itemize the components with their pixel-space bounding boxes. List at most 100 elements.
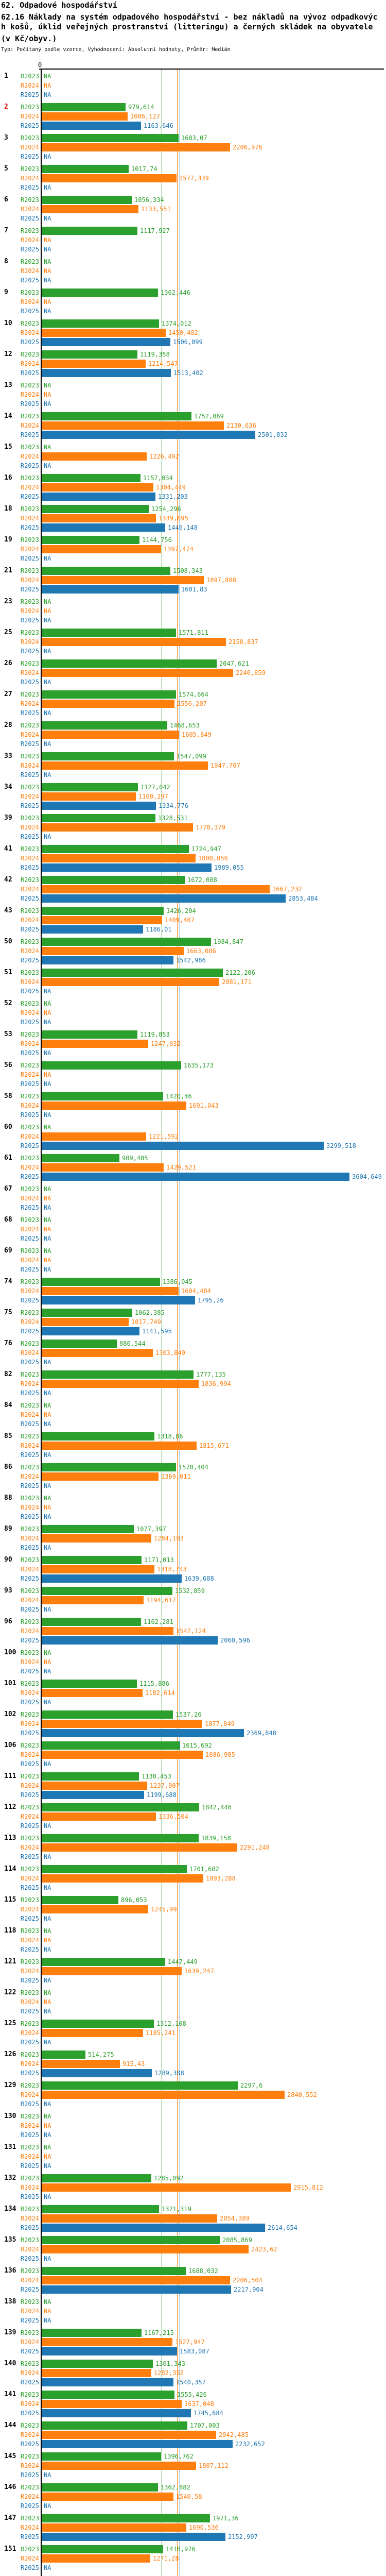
value-label-r2025: NA [44, 2502, 51, 2510]
value-label-r2023: NA [44, 2144, 51, 2151]
value-label-r2025: NA [44, 2162, 51, 2170]
value-label-r2024: 2240,859 [236, 669, 266, 676]
value-label-r2025: NA [44, 1544, 51, 1551]
value-label-r2023: 1056,334 [134, 196, 164, 204]
series-label-r2023: R2023 [20, 1247, 39, 1255]
series-label-r2023: R2023 [20, 598, 39, 605]
value-bar-r2024 [42, 731, 179, 739]
value-bar-r2023 [42, 412, 191, 420]
value-label-r2025: NA [44, 2255, 51, 2262]
value-label-r2024: 1271,28 [153, 2555, 179, 2562]
value-label-r2024: 1639,247 [184, 1968, 214, 1975]
value-label-r2023: 1115,886 [139, 1680, 169, 1687]
series-label-r2025: R2025 [20, 2564, 39, 2571]
series-label-r2023: R2023 [20, 474, 39, 482]
series-label-r2024: R2024 [20, 1473, 39, 1480]
value-bar-r2024 [42, 1163, 164, 1172]
value-bar-r2023 [42, 1958, 165, 1966]
series-label-r2025: R2025 [20, 2224, 39, 2231]
value-label-r2025: NA [44, 1049, 51, 1057]
value-label-r2023: 1386,045 [163, 1278, 192, 1285]
series-label-r2025: R2025 [20, 1822, 39, 1829]
series-label-r2023: R2023 [20, 1866, 39, 1873]
value-bar-r2023 [42, 165, 129, 173]
value-bar-r2023 [42, 2421, 187, 2430]
value-label-r2025: NA [44, 1822, 51, 1829]
value-label-r2024: 1540,58 [176, 2493, 202, 2500]
value-label-r2024: 1947,707 [210, 762, 240, 769]
series-label-r2023: R2023 [20, 1000, 39, 1007]
value-label-r2025: NA [44, 2193, 51, 2200]
series-label-r2025: R2025 [20, 2131, 39, 2139]
value-label-r2024: 1303,849 [155, 1349, 185, 1357]
value-label-r2025: NA [44, 2039, 51, 2046]
group-id-label-41: 41 [4, 845, 12, 853]
series-label-r2023: R2023 [20, 1896, 39, 1904]
value-label-r2025: 1542,986 [176, 957, 206, 964]
value-label-r2025: NA [44, 988, 51, 995]
value-bar-r2024 [42, 1720, 202, 1728]
series-label-r2025: R2025 [20, 246, 39, 253]
group-id-label-9: 9 [4, 289, 8, 296]
value-label-r2024: 1527,947 [175, 2338, 205, 2346]
value-bar-r2024 [42, 1318, 129, 1326]
value-label-r2023: NA [44, 1989, 51, 1996]
value-label-r2023: 1571,811 [179, 629, 208, 636]
series-label-r2025: R2025 [20, 1637, 39, 1644]
series-label-r2024: R2024 [20, 1937, 39, 1944]
series-label-r2023: R2023 [20, 2329, 39, 2336]
x-axis-line [39, 69, 384, 70]
series-label-r2023: R2023 [20, 134, 39, 142]
group-id-label-147: 147 [4, 2514, 16, 2522]
series-label-r2025: R2025 [20, 926, 39, 933]
series-label-r2024: R2024 [20, 978, 39, 986]
series-label-r2025: R2025 [20, 1266, 39, 1273]
series-label-r2023: R2023 [20, 567, 39, 574]
group-id-label-141: 141 [4, 2391, 16, 2398]
series-label-r2024: R2024 [20, 824, 39, 831]
group-id-label-145: 145 [4, 2452, 16, 2460]
value-label-r2024: 2840,552 [287, 2091, 317, 2098]
report-title-line-1: 62. Odpadové hospodářství [1, 1, 117, 10]
value-label-r2024: 1836,994 [201, 1380, 231, 1387]
group-id-label-2: 2 [4, 103, 8, 111]
group-id-label-42: 42 [4, 876, 12, 884]
series-label-r2025: R2025 [20, 771, 39, 778]
value-bar-r2023 [42, 227, 137, 235]
value-label-r2024: 1245,99 [151, 1906, 177, 1913]
value-label-r2023: 1127,042 [141, 784, 170, 791]
value-bar-r2024 [42, 2431, 216, 2439]
value-label-r2024: 1194,617 [146, 1597, 176, 1604]
value-label-r2023: 909,485 [122, 1155, 148, 1162]
group-id-label-75: 75 [4, 1309, 12, 1316]
value-bar-r2023 [42, 1154, 119, 1162]
series-label-r2024: R2024 [20, 1040, 39, 1047]
value-label-r2023: NA [44, 1247, 51, 1255]
series-label-r2024: R2024 [20, 2122, 39, 2129]
series-label-r2025: R2025 [20, 2039, 39, 2046]
value-bar-r2023 [42, 721, 167, 730]
value-label-r2025: NA [44, 709, 51, 717]
series-label-r2023: R2023 [20, 2144, 39, 2151]
value-label-r2024: 1221,592 [149, 1133, 179, 1140]
value-label-r2023: 1162,281 [144, 1618, 173, 1625]
value-bar-r2023 [42, 289, 158, 297]
value-label-r2024: 1282,352 [154, 2369, 184, 2377]
value-bar-r2023 [42, 1092, 163, 1100]
series-label-r2023: R2023 [20, 1093, 39, 1100]
value-label-r2023: 1328,531 [158, 815, 188, 822]
series-label-r2024: R2024 [20, 1689, 39, 1697]
value-label-r2023: 1468,653 [170, 722, 200, 729]
value-label-r2023: NA [44, 1402, 51, 1409]
value-label-r2023: NA [44, 73, 51, 80]
value-label-r2023: 2085,869 [222, 2236, 252, 2244]
series-label-r2025: R2025 [20, 1420, 39, 1428]
value-label-r2025: 3604,649 [352, 1173, 382, 1180]
series-label-r2024: R2024 [20, 1906, 39, 1913]
series-label-r2024: R2024 [20, 1442, 39, 1449]
series-label-r2024: R2024 [20, 1535, 39, 1542]
value-label-r2024: 1182,614 [145, 1689, 175, 1697]
value-label-r2025: 1199,688 [147, 1791, 177, 1799]
value-label-r2025: 2152,997 [228, 2533, 258, 2540]
